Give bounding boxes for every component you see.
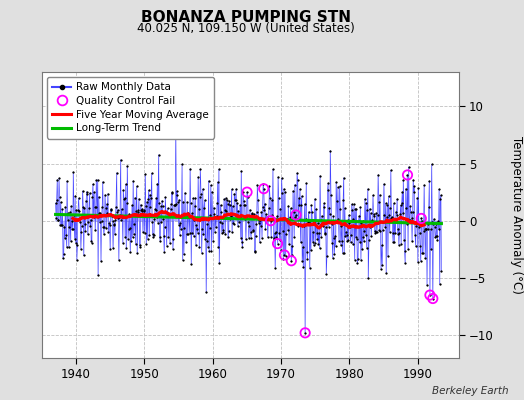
- Text: 40.025 N, 109.150 W (United States): 40.025 N, 109.150 W (United States): [137, 22, 355, 35]
- Long-Term Trend: [438, 221, 444, 226]
- Quality Control Fail: [301, 330, 309, 336]
- Raw Monthly Data: [115, 215, 122, 220]
- Long-Term Trend: [63, 212, 70, 217]
- Quality Control Fail: [425, 292, 434, 298]
- Quality Control Fail: [266, 218, 275, 224]
- Long-Term Trend: [155, 214, 161, 219]
- Raw Monthly Data: [155, 152, 161, 157]
- Long-Term Trend: [178, 215, 184, 220]
- Raw Monthly Data: [403, 205, 409, 210]
- Five Year Moving Average: [115, 214, 122, 219]
- Raw Monthly Data: [63, 245, 70, 250]
- Line: Raw Monthly Data: Raw Monthly Data: [54, 127, 443, 334]
- Quality Control Fail: [259, 186, 268, 192]
- Raw Monthly Data: [52, 201, 59, 206]
- Quality Control Fail: [243, 189, 251, 195]
- Text: Berkeley Earth: Berkeley Earth: [432, 386, 508, 396]
- Long-Term Trend: [377, 220, 384, 224]
- Text: BONANZA PUMPING STN: BONANZA PUMPING STN: [141, 10, 351, 25]
- Raw Monthly Data: [172, 127, 179, 132]
- Raw Monthly Data: [179, 162, 185, 167]
- Quality Control Fail: [403, 172, 412, 178]
- Line: Long-Term Trend: Long-Term Trend: [56, 214, 441, 224]
- Five Year Moving Average: [178, 214, 184, 218]
- Quality Control Fail: [429, 295, 437, 302]
- Raw Monthly Data: [302, 330, 308, 335]
- Quality Control Fail: [287, 258, 296, 264]
- Y-axis label: Temperature Anomaly (°C): Temperature Anomaly (°C): [510, 136, 523, 294]
- Long-Term Trend: [402, 220, 408, 225]
- Quality Control Fail: [292, 212, 300, 218]
- Line: Five Year Moving Average: Five Year Moving Average: [73, 212, 424, 228]
- Quality Control Fail: [280, 252, 289, 258]
- Raw Monthly Data: [378, 243, 385, 248]
- Quality Control Fail: [417, 215, 425, 222]
- Raw Monthly Data: [438, 269, 444, 274]
- Legend: Raw Monthly Data, Quality Control Fail, Five Year Moving Average, Long-Term Tren: Raw Monthly Data, Quality Control Fail, …: [47, 77, 214, 138]
- Quality Control Fail: [274, 240, 282, 247]
- Five Year Moving Average: [155, 212, 161, 217]
- Five Year Moving Average: [377, 219, 384, 224]
- Five Year Moving Average: [402, 216, 408, 221]
- Long-Term Trend: [115, 214, 122, 218]
- Long-Term Trend: [52, 212, 59, 217]
